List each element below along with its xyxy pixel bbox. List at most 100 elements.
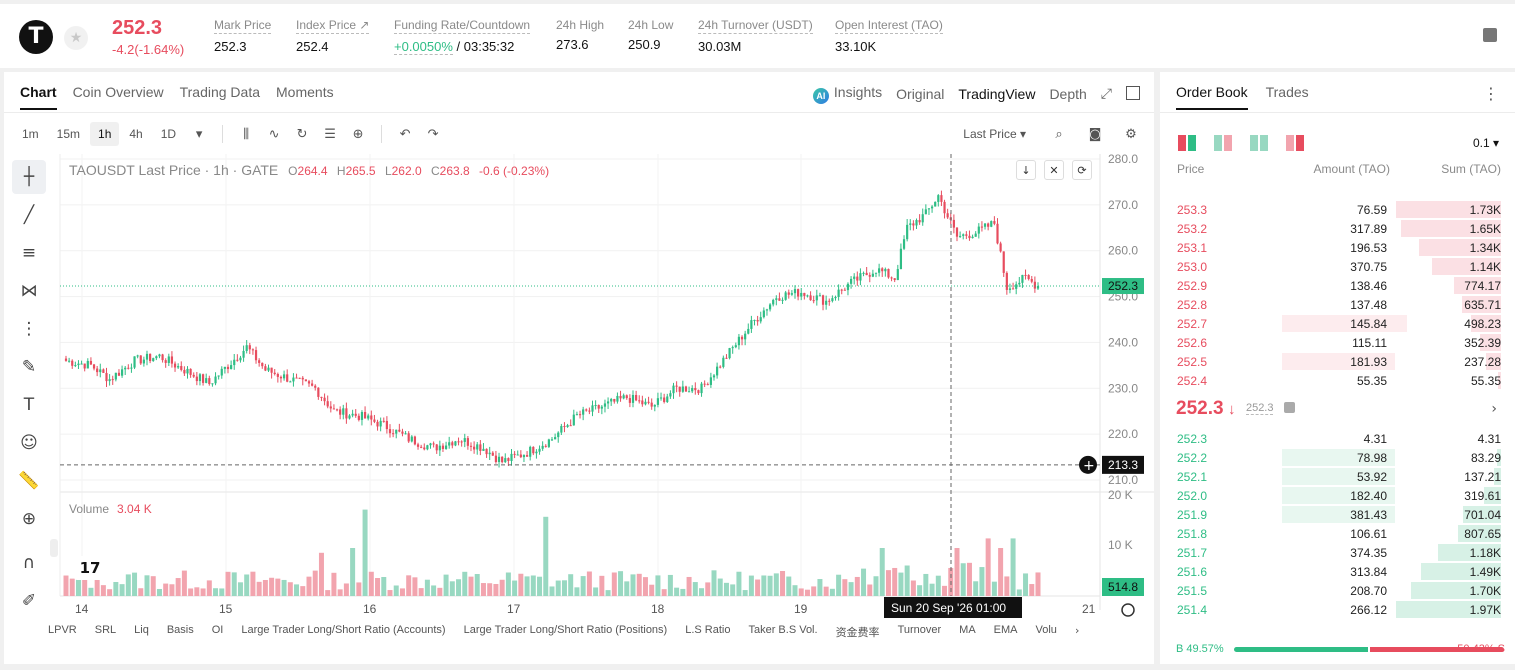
brush-icon[interactable]: ✎ [21,357,37,377]
price-chart[interactable]: 280.0270.0260.0250.0240.0230.0220.0210.0… [4,72,1154,664]
scroll-down-icon[interactable]: ↓ [1016,160,1036,180]
interval-1d[interactable]: 1D [160,127,177,141]
indicator-item[interactable]: L.S Ratio [685,624,731,636]
tab-coin-overview[interactable]: Coin Overview [72,84,164,100]
indicator-item[interactable]: LPVR [48,624,77,636]
text-tool-icon[interactable]: T [23,395,35,415]
tab-trades[interactable]: Trades [1265,84,1309,100]
undo-icon[interactable]: ↶ [399,126,411,142]
indicator-item[interactable]: EMA [993,624,1018,636]
indicator-item[interactable]: SRL [94,624,117,636]
bid-row[interactable]: 251.6 313.84 1.49K [1160,562,1515,581]
stat-index-price[interactable]: Index Price ↗ 252.4 [296,18,370,54]
volume-bar [350,548,356,596]
view-tradingview[interactable]: TradingView [958,86,1036,102]
interval-4h[interactable]: 4h [129,127,143,141]
reset-scale-icon[interactable]: ⟳ [1072,160,1092,180]
redo-icon[interactable]: ↷ [427,126,439,142]
ask-row[interactable]: 253.0 370.75 1.14K [1160,257,1515,276]
stat-label[interactable]: Index Price ↗ [296,18,370,34]
volume-value: 3.04 K [117,502,152,516]
tradingview-logo-icon[interactable]: 17 [74,556,106,580]
mode-split-icon[interactable] [1214,135,1232,151]
indicator-item[interactable]: Volu [1035,624,1057,636]
candle-body [937,195,940,202]
bid-row[interactable]: 251.4 266.12 1.97K [1160,600,1515,619]
bid-row[interactable]: 251.7 374.35 1.18K [1160,543,1515,562]
mode-bids-icon[interactable] [1250,135,1268,151]
search-icon[interactable]: ⌕ [1055,126,1063,142]
tab-moments[interactable]: Moments [276,84,334,100]
magnet-icon[interactable]: ∩ [22,553,36,573]
chevron-right-icon[interactable]: › [1491,401,1497,417]
fullscreen-icon[interactable] [1126,85,1140,103]
screenshot-icon[interactable]: ◙ [1088,126,1102,142]
depth-bar [1401,220,1501,237]
indicator-item[interactable]: OI [211,624,224,636]
more-menu-icon[interactable]: ⋮ [1483,84,1499,103]
ask-row[interactable]: 253.2 317.89 1.65K [1160,219,1515,238]
templates-icon[interactable]: ☰ [324,126,336,142]
indicator-item[interactable]: Large Trader Long/Short Ratio (Positions… [463,624,668,636]
favorite-star-icon[interactable]: ★ [64,26,88,50]
collapse-icon[interactable]: ✕ [1044,160,1064,180]
ask-row[interactable]: 252.6 115.11 352.39 [1160,333,1515,352]
bid-row[interactable]: 251.8 106.61 807.65 [1160,524,1515,543]
mode-asks-icon[interactable] [1286,135,1304,151]
guide-book-icon[interactable] [1483,28,1497,42]
indicator-item[interactable]: Turnover [897,624,942,636]
expand-icon[interactable]: ⤢ [1100,86,1112,102]
bid-row[interactable]: 251.9 381.43 701.04 [1160,505,1515,524]
pencil-icon[interactable]: ✐ [21,591,37,611]
interval-dropdown-icon[interactable]: ▾ [195,126,203,142]
view-depth[interactable]: Depth [1049,86,1087,102]
indicator-item[interactable]: Basis [166,624,194,636]
tab-chart[interactable]: Chart [20,84,57,110]
bid-row[interactable]: 252.3 4.31 4.31 [1160,429,1515,448]
price-type-select[interactable]: Last Price ▾ [963,127,1026,141]
view-original[interactable]: Original [896,86,945,102]
indicator-item[interactable]: Taker B.S Vol. [748,624,818,636]
bid-row[interactable]: 252.2 78.98 83.29 [1160,448,1515,467]
zoom-in-icon[interactable]: ⊕ [21,509,37,529]
mode-both-icon[interactable] [1178,135,1196,151]
tab-order-book[interactable]: Order Book [1176,84,1248,110]
bid-row[interactable]: 252.0 182.40 319.61 [1160,486,1515,505]
horizontal-lines-icon[interactable]: ≡ [21,243,37,263]
indicator-item[interactable]: Liq [134,624,149,636]
ruler-icon[interactable]: 📏 [18,471,40,491]
candle-body [239,357,242,361]
pattern-icon[interactable]: ⋈ [20,281,38,301]
emoji-icon[interactable]: ☺ [20,433,38,453]
trend-line-icon[interactable]: ╱ [23,205,35,225]
candle-type-icon[interactable]: ⫼ [243,126,250,142]
refresh-icon[interactable]: ↻ [296,126,308,142]
indicator-item[interactable]: 资金费率 [835,627,880,639]
ask-row[interactable]: 252.8 137.48 635.71 [1160,295,1515,314]
bid-row[interactable]: 252.1 53.92 137.21 [1160,467,1515,486]
indicator-item[interactable]: MA [959,624,976,636]
ask-row[interactable]: 253.1 196.53 1.34K [1160,238,1515,257]
insights-button[interactable]: AI Insights [812,84,882,104]
add-alert-icon[interactable]: ⊕ [352,126,364,142]
ask-row[interactable]: 252.7 145.84 498.23 [1160,314,1515,333]
interval-15m[interactable]: 15m [56,127,81,141]
ask-row[interactable]: 252.5 181.93 237.28 [1160,352,1515,371]
indicator-item[interactable]: Large Trader Long/Short Ratio (Accounts) [241,624,446,636]
interval-1h[interactable]: 1h [90,122,120,146]
tab-trading-data[interactable]: Trading Data [179,84,261,100]
bid-row[interactable]: 251.5 208.70 1.70K [1160,581,1515,600]
interval-1m[interactable]: 1m [22,127,39,141]
settings-gear-icon[interactable]: ⚙ [1125,126,1137,142]
ask-row[interactable]: 253.3 76.59 1.73K [1160,200,1515,219]
candle-body [538,448,541,452]
indicators-icon[interactable]: ∿ [268,126,280,142]
fib-icon[interactable]: ⋮ [20,319,38,339]
orderbook-mid-price[interactable]: 252.3 ↓ 252.3 › [1176,398,1501,422]
ask-row[interactable]: 252.9 138.46 774.17 [1160,276,1515,295]
chevron-right-icon[interactable]: › [1074,624,1080,637]
crosshair-icon[interactable]: ┼ [12,160,46,194]
ask-row[interactable]: 252.4 55.35 55.35 [1160,371,1515,390]
precision-select[interactable]: 0.1 ▾ [1472,136,1499,150]
candle-body [217,375,220,377]
